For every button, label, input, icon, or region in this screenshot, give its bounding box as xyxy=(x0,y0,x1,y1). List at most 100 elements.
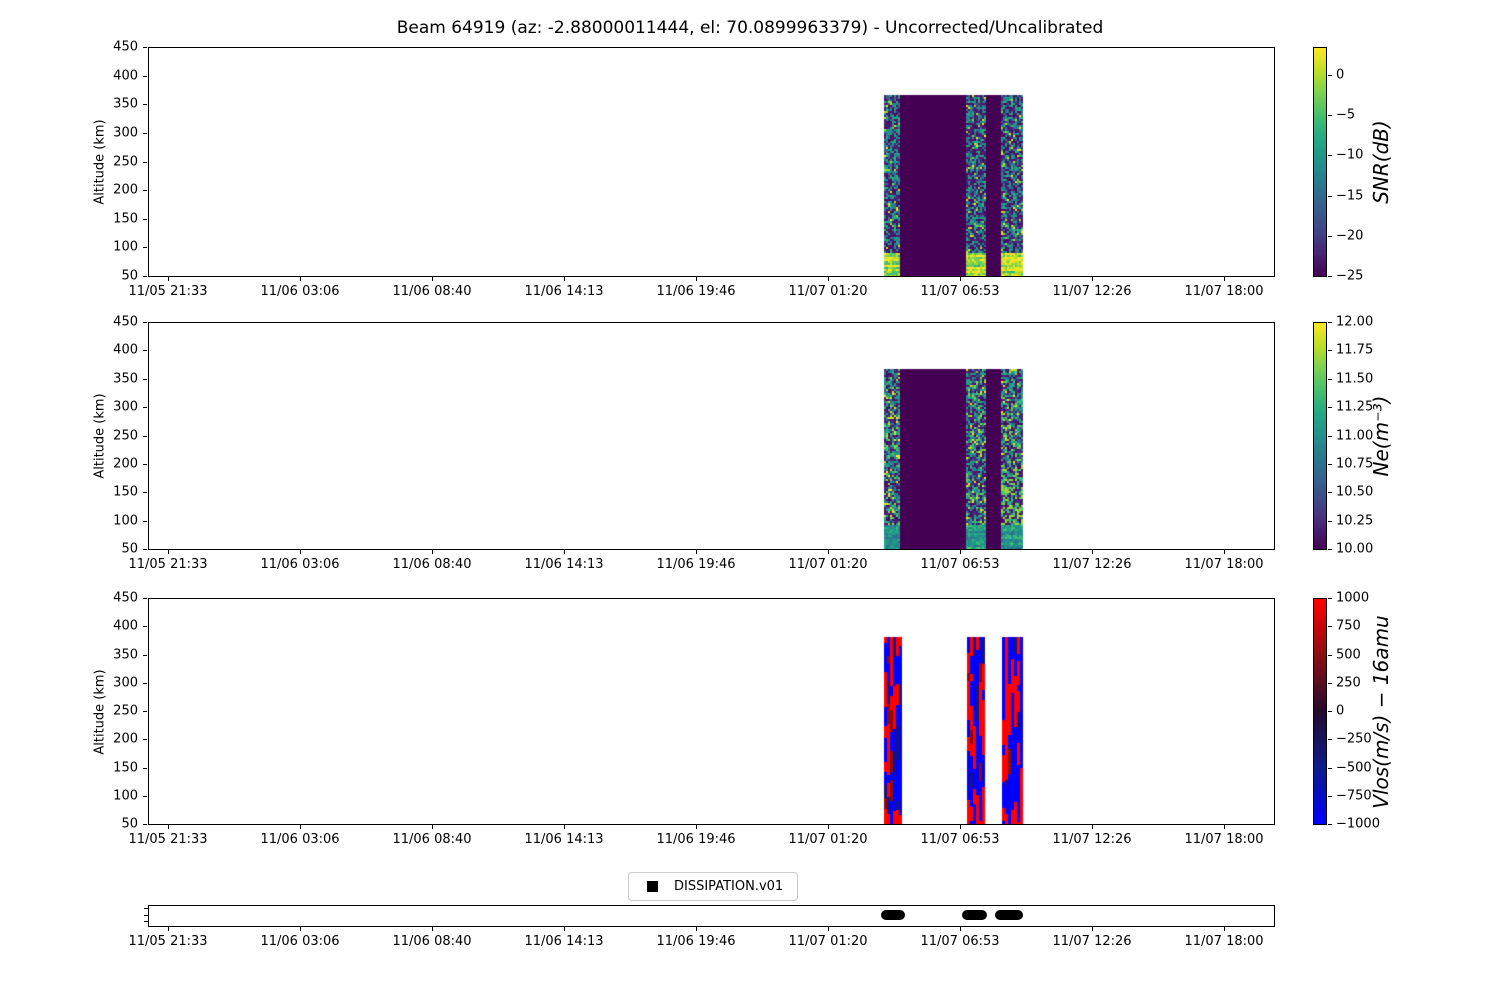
x-tick-label: 11/06 03:06 xyxy=(260,557,340,572)
colorbar-tick-label: 750 xyxy=(1336,618,1361,634)
x-tick-label: 11/06 14:13 xyxy=(524,832,604,847)
y-tick xyxy=(143,132,147,134)
y-axis-title: Altitude (km) xyxy=(92,119,108,205)
x-tick xyxy=(696,550,697,554)
y-tick xyxy=(143,350,147,352)
vlos-panel xyxy=(148,598,1275,825)
x-tick xyxy=(168,927,169,931)
x-tick-label: 11/07 18:00 xyxy=(1184,557,1264,572)
snr-heatmap xyxy=(149,48,1274,276)
x-tick xyxy=(696,927,697,931)
y-tick-label: 250 xyxy=(113,703,138,719)
x-tick xyxy=(1224,277,1225,281)
y-tick xyxy=(143,190,147,192)
colorbar-tick xyxy=(1328,626,1332,628)
colorbar-tick-label: −5 xyxy=(1336,107,1356,123)
dissipation-segment xyxy=(881,910,905,920)
x-tick-label: 11/07 01:20 xyxy=(788,284,868,299)
y-tick-label: 300 xyxy=(113,399,138,415)
snr-colorbar-label: SNR(dB) xyxy=(1369,120,1393,204)
x-tick-label: 11/07 18:00 xyxy=(1184,934,1264,949)
x-tick-label: 11/06 19:46 xyxy=(656,934,736,949)
y-tick-label: 400 xyxy=(113,342,138,358)
x-tick-label: 11/06 03:06 xyxy=(260,284,340,299)
x-tick-label: 11/07 01:20 xyxy=(788,832,868,847)
y-tick-label: 250 xyxy=(113,428,138,443)
y-tick-label: 150 xyxy=(113,760,138,775)
ne-colorbar xyxy=(1313,322,1327,550)
colorbar-tick-label: −10 xyxy=(1336,147,1364,163)
y-tick-label: 200 xyxy=(113,182,138,198)
colorbar-tick xyxy=(1328,654,1332,656)
dissipation-segment xyxy=(995,910,1023,920)
x-tick-label: 11/07 12:26 xyxy=(1052,934,1132,949)
colorbar-tick-label: −20 xyxy=(1336,228,1364,244)
y-tick-label: 200 xyxy=(113,456,138,472)
x-tick-label: 11/06 14:13 xyxy=(524,284,604,299)
colorbar-tick xyxy=(1328,795,1332,797)
y-tick-label: 450 xyxy=(113,39,138,55)
y-tick-label: 350 xyxy=(113,96,138,112)
y-tick xyxy=(143,549,147,550)
x-tick-label: 11/06 19:46 xyxy=(656,832,736,847)
y-tick xyxy=(143,739,147,741)
x-tick xyxy=(1224,550,1225,554)
ne-heatmap xyxy=(149,323,1274,549)
y-tick xyxy=(143,104,147,106)
x-tick-label: 11/06 08:40 xyxy=(392,284,472,299)
colorbar-tick xyxy=(1328,322,1332,323)
x-tick xyxy=(564,550,565,554)
x-tick-label: 11/06 19:46 xyxy=(656,557,736,572)
y-tick xyxy=(143,492,147,494)
vlos-colorbar-label: Vlos(m/s) − 16amu xyxy=(1369,615,1393,809)
x-tick-label: 11/06 03:06 xyxy=(260,934,340,949)
x-tick xyxy=(828,825,829,829)
colorbar-tick xyxy=(1328,115,1332,117)
x-tick-label: 11/06 14:13 xyxy=(524,557,604,572)
colorbar-tick-label: 11.25 xyxy=(1336,399,1374,415)
x-tick-label: 11/05 21:33 xyxy=(128,934,208,949)
y-tick-label: 450 xyxy=(113,314,138,330)
y-tick-label: 350 xyxy=(113,647,138,662)
x-tick xyxy=(168,277,169,281)
colorbar-tick-label: −25 xyxy=(1336,268,1364,284)
y-tick-label: 300 xyxy=(113,675,138,691)
x-tick xyxy=(1092,825,1093,829)
y-tick-label: 150 xyxy=(113,484,138,500)
y-tick-label: 200 xyxy=(113,731,138,747)
x-tick xyxy=(960,277,961,281)
y-tick xyxy=(143,247,147,249)
y-tick-label: 350 xyxy=(113,371,138,387)
x-tick xyxy=(960,550,961,554)
ne-panel xyxy=(148,322,1275,550)
y-tick xyxy=(144,908,148,909)
colorbar-tick xyxy=(1328,155,1332,157)
colorbar-tick xyxy=(1328,824,1332,825)
y-tick xyxy=(144,921,148,922)
y-tick xyxy=(143,322,147,323)
y-tick-label: 450 xyxy=(113,590,138,606)
x-tick-label: 11/05 21:33 xyxy=(128,557,208,572)
x-tick xyxy=(432,927,433,931)
y-tick-label: 400 xyxy=(113,618,138,634)
x-tick-label: 11/07 06:53 xyxy=(920,832,1000,847)
y-tick xyxy=(143,378,147,380)
y-tick xyxy=(143,682,147,684)
y-tick xyxy=(144,914,148,916)
x-tick xyxy=(300,927,301,931)
x-tick-label: 11/06 14:13 xyxy=(524,934,604,949)
x-tick-label: 11/06 08:40 xyxy=(392,934,472,949)
y-tick xyxy=(143,598,147,599)
x-tick xyxy=(1092,550,1093,554)
y-axis-title: Altitude (km) xyxy=(92,668,108,755)
colorbar-tick xyxy=(1328,276,1332,277)
colorbar-tick xyxy=(1328,520,1332,522)
x-tick-label: 11/05 21:33 xyxy=(128,832,208,847)
colorbar-tick xyxy=(1328,350,1332,352)
colorbar-tick xyxy=(1328,463,1332,465)
colorbar-tick xyxy=(1328,407,1332,409)
x-tick xyxy=(300,550,301,554)
x-tick-label: 11/07 06:53 xyxy=(920,284,1000,299)
x-tick-label: 11/06 03:06 xyxy=(260,832,340,847)
y-tick-label: 100 xyxy=(113,239,138,255)
